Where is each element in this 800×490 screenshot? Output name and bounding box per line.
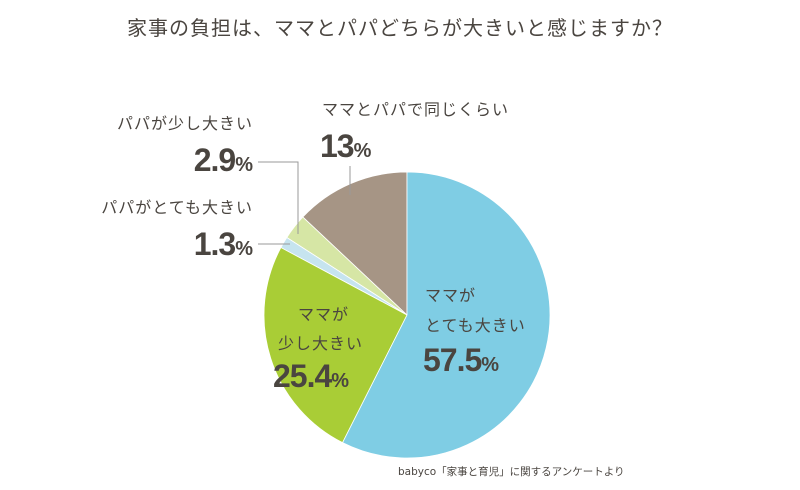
pct-mama-little: 25.4% [273,358,350,394]
slice-mama-much [342,171,551,459]
label-mama-much-line2: とても大きい [425,316,526,335]
pct-equal: 13% [320,128,372,164]
slice-mama-little [263,247,408,444]
source-note: babyco「家事と育児」に関するアンケートより [398,466,625,478]
pct-mama-much: 57.5% [423,342,500,378]
leader-line-papa-little [258,161,299,234]
label-mama-little-line2: 少し大きい [278,334,364,353]
pct-papa-little: 2.9% [193,142,253,178]
chart-title: 家事の負担は、ママとパパどちらが大きいと感じますか？ [127,16,673,40]
label-papa-much: パパがとても大きい [101,198,253,217]
pct-papa-much: 1.3% [193,226,253,262]
label-mama-much-line1: ママが [425,286,477,305]
label-papa-little: パパが少し大きい [116,114,253,133]
label-mama-little-line1: ママが [298,305,350,324]
label-equal: ママとパパで同じくらい [322,100,510,119]
